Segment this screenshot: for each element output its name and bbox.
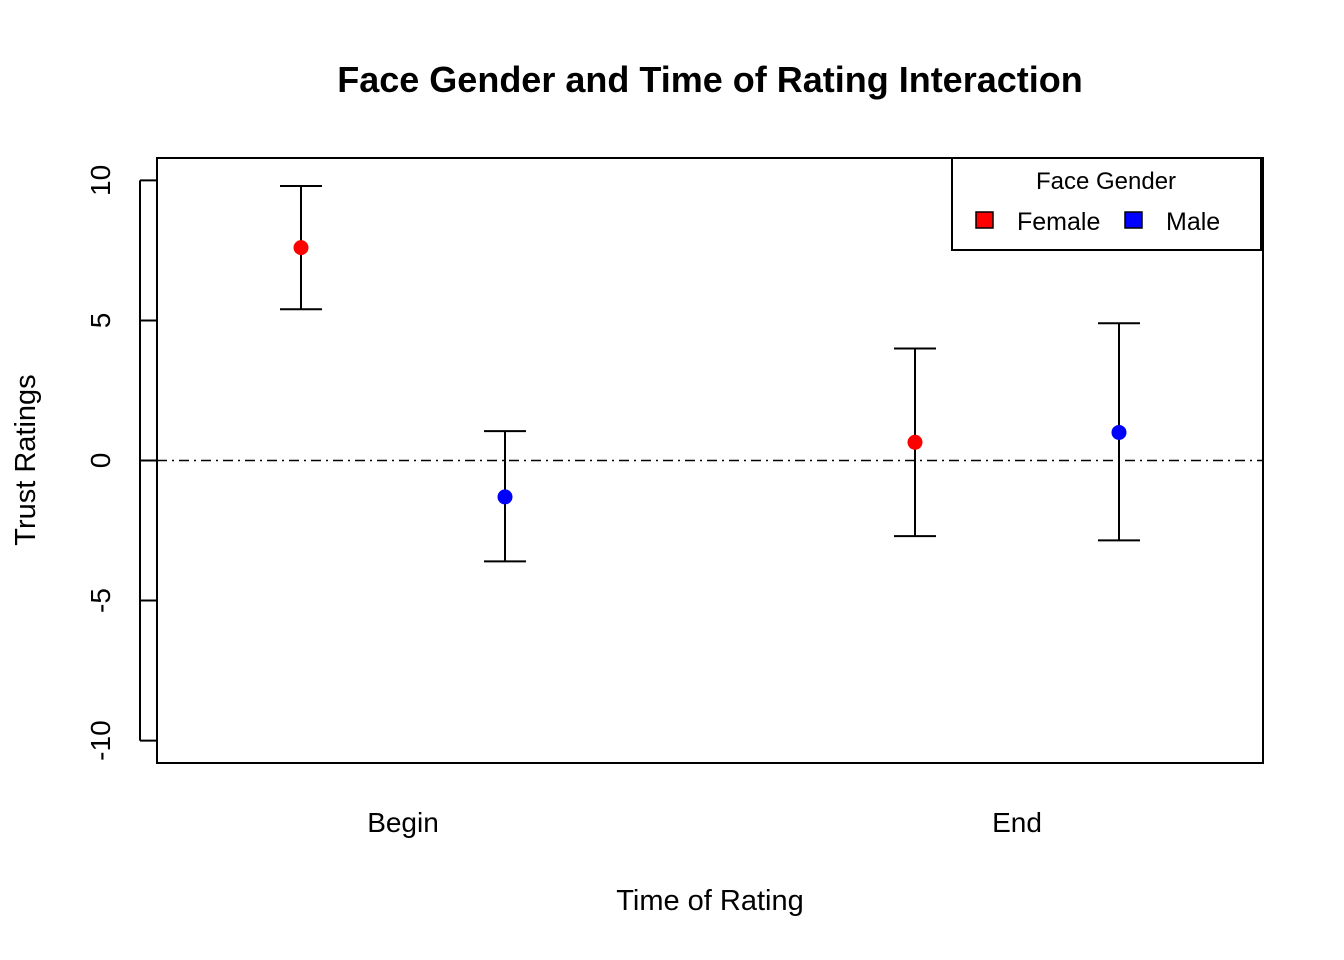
y-axis-label: Trust Ratings	[10, 374, 42, 545]
y-axis: -10 -5 0 5 10	[85, 165, 157, 761]
legend-label: Female	[1017, 208, 1100, 236]
legend-items: Female Male	[975, 208, 1220, 236]
legend-swatch	[975, 211, 994, 229]
x-tick-label: Begin	[367, 807, 439, 838]
mean-point	[1111, 424, 1127, 440]
error-bar-point	[1098, 322, 1140, 542]
x-tick-label: End	[992, 807, 1042, 838]
error-bar-point	[280, 185, 322, 311]
y-tick-label: 10	[85, 165, 116, 196]
mean-point	[293, 240, 309, 256]
mean-point	[907, 434, 923, 450]
data-marks	[280, 185, 1140, 563]
error-bar-point	[484, 430, 526, 563]
legend-label: Male	[1166, 208, 1220, 236]
y-tick-label: 5	[85, 313, 116, 329]
error-bar-point	[894, 347, 936, 538]
mean-point	[497, 489, 513, 505]
y-tick-label: 0	[85, 453, 116, 469]
legend-swatch	[1124, 211, 1143, 229]
x-axis: Begin End	[367, 807, 1042, 838]
legend-box	[951, 157, 1262, 251]
y-tick-label: -10	[85, 720, 116, 760]
legend-title: Face Gender	[1036, 168, 1176, 195]
y-tick-label: -5	[85, 588, 116, 613]
legend: Face Gender Female Male	[951, 157, 1262, 251]
chart-title: Face Gender and Time of Rating Interacti…	[337, 59, 1082, 100]
x-axis-label: Time of Rating	[616, 885, 804, 917]
